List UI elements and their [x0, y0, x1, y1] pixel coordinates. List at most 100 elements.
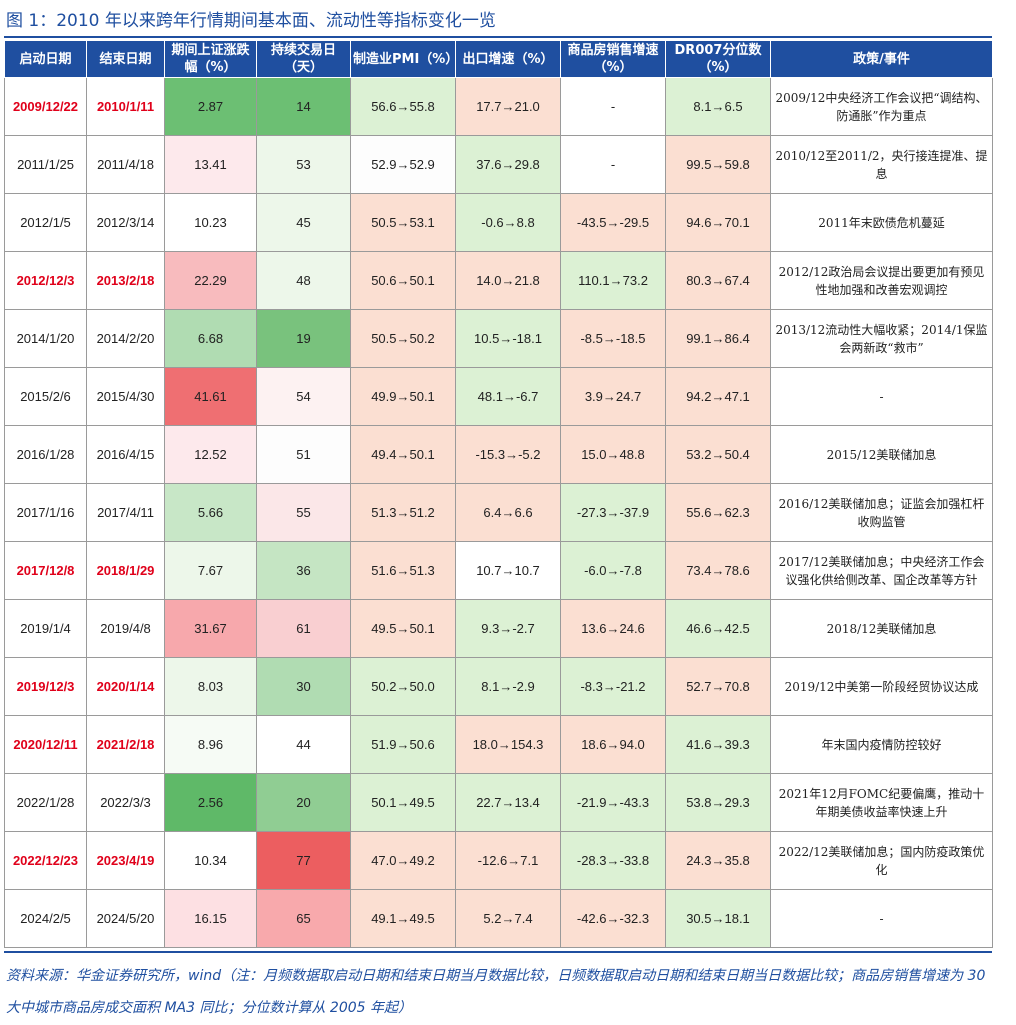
housing-sales-cell: -21.9→-43.3: [560, 773, 666, 832]
dr007-cell: 46.6→42.5: [665, 599, 771, 658]
export-growth-cell: 14.0→21.8: [455, 251, 561, 310]
index-change-cell: 2.87: [164, 77, 257, 136]
trading-days-cell: 77: [256, 831, 351, 890]
start-date-cell: 2020/12/11: [4, 715, 87, 774]
housing-sales-cell: -8.3→-21.2: [560, 657, 666, 716]
header-dr007-percentile: DR007分位数（%）: [665, 40, 771, 78]
policy-cell: 年末国内疫情防控较好: [770, 715, 993, 774]
policy-cell: -: [770, 889, 993, 948]
end-date-cell: 2010/1/11: [86, 77, 165, 136]
trading-days-cell: 51: [256, 425, 351, 484]
dr007-cell: 8.1→6.5: [665, 77, 771, 136]
housing-sales-cell: -: [560, 77, 666, 136]
table-row: 2017/12/8 2018/1/29 7.67 36 51.6→51.3 10.7→10…: [4, 541, 993, 600]
pmi-cell: 50.5→50.2: [350, 309, 456, 368]
pmi-cell: 51.3→51.2: [350, 483, 456, 542]
export-growth-cell: -15.3→-5.2: [455, 425, 561, 484]
dr007-cell: 73.4→78.6: [665, 541, 771, 600]
table-row: 2012/1/5 2012/3/14 10.23 45 50.5→53.1 -0.6→8.…: [4, 193, 993, 252]
header-start-date: 启动日期: [4, 40, 87, 78]
pmi-cell: 50.2→50.0: [350, 657, 456, 716]
table-row: 2011/1/25 2011/4/18 13.41 53 52.9→52.9 37.6→2…: [4, 135, 993, 194]
trading-days-cell: 44: [256, 715, 351, 774]
header-export-growth: 出口增速（%）: [455, 40, 561, 78]
start-date-cell: 2022/12/23: [4, 831, 87, 890]
end-date-cell: 2024/5/20: [86, 889, 165, 948]
pmi-cell: 56.6→55.8: [350, 77, 456, 136]
policy-cell: 2010/12至2011/2，央行接连提准、提息: [770, 135, 993, 194]
top-rule: [4, 36, 992, 38]
export-growth-cell: 48.1→-6.7: [455, 367, 561, 426]
index-change-cell: 8.96: [164, 715, 257, 774]
figure-title: 图 1：2010 年以来跨年行情期间基本面、流动性等指标变化一览: [6, 11, 496, 31]
housing-sales-cell: 110.1→73.2: [560, 251, 666, 310]
trading-days-cell: 45: [256, 193, 351, 252]
start-date-cell: 2016/1/28: [4, 425, 87, 484]
policy-cell: -: [770, 367, 993, 426]
housing-sales-cell: -: [560, 135, 666, 194]
export-growth-cell: 8.1→-2.9: [455, 657, 561, 716]
policy-cell: 2018/12美联储加息: [770, 599, 993, 658]
index-change-cell: 8.03: [164, 657, 257, 716]
header-end-date: 结束日期: [86, 40, 165, 78]
housing-sales-cell: 18.6→94.0: [560, 715, 666, 774]
index-change-cell: 22.29: [164, 251, 257, 310]
dr007-cell: 53.2→50.4: [665, 425, 771, 484]
dr007-cell: 24.3→35.8: [665, 831, 771, 890]
policy-cell: 2021年12月FOMC纪要偏鹰，推动十年期美债收益率快速上升: [770, 773, 993, 832]
index-change-cell: 16.15: [164, 889, 257, 948]
dr007-cell: 94.2→47.1: [665, 367, 771, 426]
market-rally-table: 启动日期 结束日期 期间上证涨跌幅（%） 持续交易日（天） 制造业PMI（%） …: [4, 40, 993, 948]
trading-days-cell: 55: [256, 483, 351, 542]
policy-cell: 2012/12政治局会议提出要更加有预见性地加强和改善宏观调控: [770, 251, 993, 310]
trading-days-cell: 20: [256, 773, 351, 832]
pmi-cell: 51.9→50.6: [350, 715, 456, 774]
header-index-change: 期间上证涨跌幅（%）: [164, 40, 257, 78]
pmi-cell: 49.9→50.1: [350, 367, 456, 426]
pmi-cell: 50.6→50.1: [350, 251, 456, 310]
housing-sales-cell: 15.0→48.8: [560, 425, 666, 484]
export-growth-cell: 6.4→6.6: [455, 483, 561, 542]
policy-cell: 2015/12美联储加息: [770, 425, 993, 484]
policy-cell: 2011年末欧债危机蔓延: [770, 193, 993, 252]
end-date-cell: 2020/1/14: [86, 657, 165, 716]
pmi-cell: 52.9→52.9: [350, 135, 456, 194]
dr007-cell: 99.5→59.8: [665, 135, 771, 194]
table-row: 2022/12/23 2023/4/19 10.34 77 47.0→49.2 -12.6…: [4, 831, 993, 890]
end-date-cell: 2019/4/8: [86, 599, 165, 658]
start-date-cell: 2024/2/5: [4, 889, 87, 948]
pmi-cell: 50.5→53.1: [350, 193, 456, 252]
header-policy-event: 政策/事件: [770, 40, 993, 78]
trading-days-cell: 14: [256, 77, 351, 136]
end-date-cell: 2013/2/18: [86, 251, 165, 310]
pmi-cell: 49.5→50.1: [350, 599, 456, 658]
trading-days-cell: 48: [256, 251, 351, 310]
housing-sales-cell: 13.6→24.6: [560, 599, 666, 658]
start-date-cell: 2011/1/25: [4, 135, 87, 194]
header-pmi: 制造业PMI（%）: [350, 40, 458, 78]
start-date-cell: 2019/1/4: [4, 599, 87, 658]
export-growth-cell: 22.7→13.4: [455, 773, 561, 832]
policy-cell: 2009/12中央经济工作会议把“调结构、防通胀”作为重点: [770, 77, 993, 136]
table-row: 2014/1/20 2014/2/20 6.68 19 50.5→50.2 10.5→-1…: [4, 309, 993, 368]
end-date-cell: 2022/3/3: [86, 773, 165, 832]
start-date-cell: 2017/12/8: [4, 541, 87, 600]
housing-sales-cell: -27.3→-37.9: [560, 483, 666, 542]
end-date-cell: 2012/3/14: [86, 193, 165, 252]
end-date-cell: 2018/1/29: [86, 541, 165, 600]
trading-days-cell: 36: [256, 541, 351, 600]
policy-cell: 2017/12美联储加息；中央经济工作会议强化供给侧改革、国企改革等方针: [770, 541, 993, 600]
dr007-cell: 53.8→29.3: [665, 773, 771, 832]
index-change-cell: 12.52: [164, 425, 257, 484]
index-change-cell: 41.61: [164, 367, 257, 426]
export-growth-cell: 9.3→-2.7: [455, 599, 561, 658]
pmi-cell: 50.1→49.5: [350, 773, 456, 832]
export-growth-cell: 10.7→10.7: [455, 541, 561, 600]
policy-cell: 2022/12美联储加息；国内防疫政策优化: [770, 831, 993, 890]
pmi-cell: 49.1→49.5: [350, 889, 456, 948]
export-growth-cell: -0.6→8.8: [455, 193, 561, 252]
dr007-cell: 41.6→39.3: [665, 715, 771, 774]
start-date-cell: 2009/12/22: [4, 77, 87, 136]
export-growth-cell: 18.0→154.3: [455, 715, 561, 774]
table-row: 2009/12/22 2010/1/11 2.87 14 56.6→55.8 17.7→2…: [4, 77, 993, 136]
